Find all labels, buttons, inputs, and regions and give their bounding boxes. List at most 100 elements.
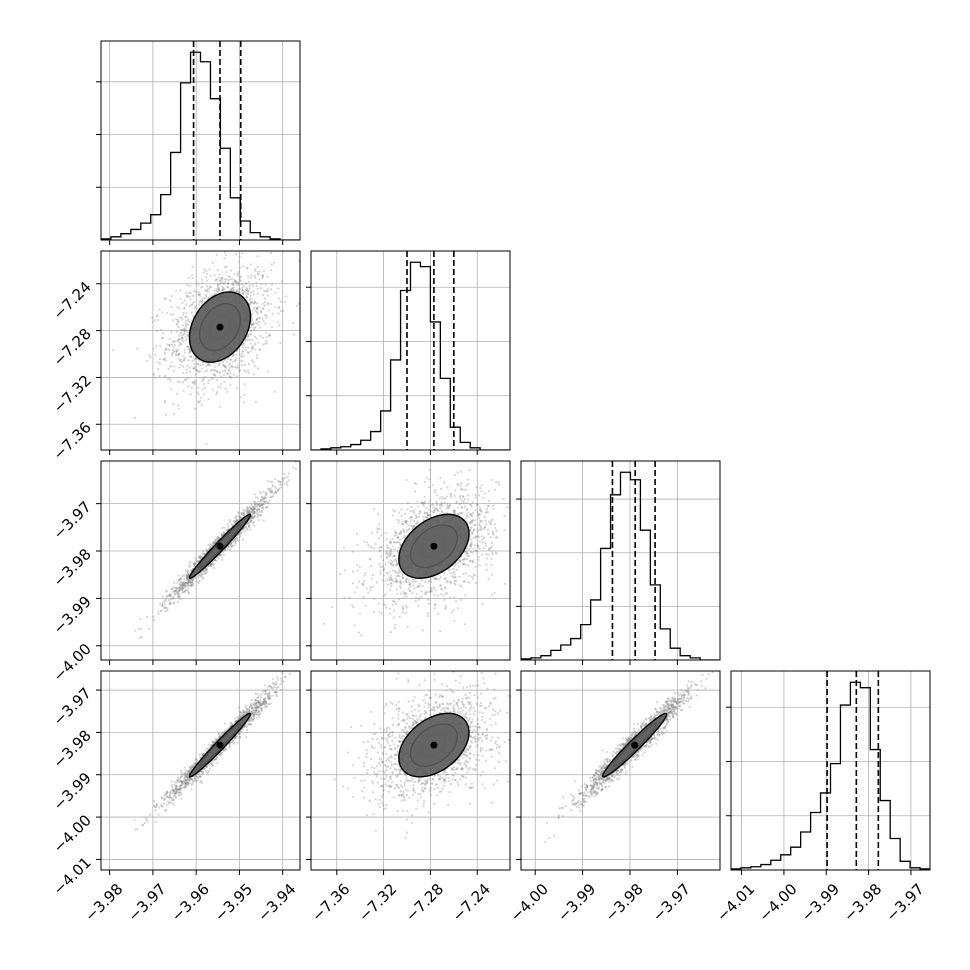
scatter-point bbox=[194, 557, 197, 560]
scatter-point bbox=[213, 559, 216, 562]
scatter-point bbox=[219, 554, 222, 557]
scatter-point bbox=[242, 510, 245, 514]
scatter-point bbox=[189, 292, 192, 295]
scatter-point bbox=[246, 289, 249, 293]
scatter-point bbox=[468, 574, 471, 578]
scatter-point bbox=[471, 521, 474, 524]
scatter-point bbox=[177, 595, 180, 598]
scatter-point bbox=[161, 595, 164, 598]
scatter-point bbox=[169, 313, 172, 316]
scatter-point bbox=[366, 541, 369, 544]
scatter-point bbox=[469, 522, 472, 525]
scatter-point bbox=[208, 364, 211, 367]
scatter-point bbox=[253, 512, 256, 515]
scatter-point bbox=[178, 788, 181, 791]
scatter-point bbox=[223, 369, 226, 372]
scatter-point bbox=[177, 574, 180, 577]
scatter-point bbox=[241, 513, 244, 516]
scatter-point bbox=[446, 486, 449, 489]
scatter-point bbox=[391, 579, 394, 582]
scatter-point bbox=[226, 390, 229, 393]
scatter-point bbox=[228, 288, 231, 292]
scatter-point bbox=[411, 516, 414, 519]
scatter-point bbox=[249, 329, 252, 332]
scatter-point bbox=[239, 275, 243, 278]
scatter-point bbox=[472, 547, 475, 550]
scatter-point bbox=[190, 765, 194, 768]
scatter-point bbox=[484, 526, 487, 529]
scatter-point bbox=[176, 581, 179, 584]
scatter-point bbox=[223, 365, 226, 368]
scatter-point bbox=[227, 286, 230, 289]
scatter-point bbox=[479, 520, 482, 523]
scatter-point bbox=[252, 508, 256, 511]
scatter-point bbox=[273, 492, 276, 495]
scatter-point bbox=[244, 526, 247, 529]
scatter-point bbox=[175, 349, 178, 352]
scatter-point bbox=[200, 575, 203, 578]
scatter-point bbox=[219, 553, 222, 556]
scatter-point bbox=[183, 330, 187, 333]
scatter-point bbox=[177, 404, 180, 407]
scatter-point bbox=[449, 493, 452, 496]
scatter-point bbox=[173, 593, 177, 596]
scatter-point bbox=[183, 306, 186, 309]
scatter-point bbox=[393, 555, 396, 558]
scatter-point bbox=[273, 390, 276, 393]
scatter-point bbox=[390, 552, 393, 555]
scatter-point bbox=[468, 581, 471, 584]
scatter-point bbox=[252, 500, 256, 504]
scatter-point bbox=[380, 534, 383, 537]
scatter-point bbox=[184, 316, 187, 319]
scatter-point bbox=[186, 377, 189, 380]
scatter-point bbox=[453, 619, 456, 623]
scatter-point bbox=[149, 356, 152, 359]
scatter-point bbox=[483, 536, 486, 540]
scatter-point bbox=[445, 507, 448, 510]
scatter-point bbox=[178, 341, 181, 344]
scatter-point bbox=[253, 524, 256, 527]
scatter-point bbox=[238, 535, 241, 539]
scatter-point bbox=[258, 508, 261, 511]
scatter-point bbox=[139, 627, 142, 631]
scatter-point bbox=[280, 486, 283, 489]
scatter-point bbox=[466, 552, 469, 555]
scatter-point bbox=[243, 401, 246, 404]
scatter-point bbox=[462, 495, 465, 498]
scatter-point bbox=[200, 396, 203, 399]
scatter-point bbox=[470, 543, 473, 546]
scatter-point bbox=[393, 600, 397, 604]
scatter-point bbox=[429, 578, 432, 581]
scatter-point bbox=[272, 681, 275, 685]
scatter-point bbox=[395, 564, 398, 567]
scatter-point bbox=[398, 546, 401, 549]
scatter-point bbox=[166, 343, 169, 346]
scatter-point bbox=[226, 282, 230, 285]
scatter-point bbox=[187, 580, 190, 583]
scatter-point bbox=[140, 635, 143, 639]
scatter-point bbox=[175, 322, 178, 325]
scatter-point bbox=[182, 313, 185, 317]
scatter-point bbox=[268, 703, 271, 706]
scatter-point bbox=[494, 523, 497, 526]
scatter-point bbox=[463, 580, 466, 583]
scatter-point bbox=[206, 272, 209, 275]
scatter-point bbox=[224, 251, 227, 254]
scatter-point bbox=[382, 603, 385, 606]
scatter-point bbox=[421, 629, 424, 632]
scatter-point bbox=[421, 501, 424, 504]
scatter-point bbox=[259, 503, 262, 506]
scatter-point bbox=[235, 290, 238, 293]
scatter-point bbox=[446, 504, 449, 508]
scatter-point bbox=[373, 547, 376, 550]
scatter-point bbox=[190, 584, 193, 588]
scatter-point bbox=[164, 351, 167, 354]
scatter-point bbox=[213, 558, 217, 562]
scatter-point bbox=[269, 491, 272, 494]
scatter-point bbox=[196, 386, 200, 390]
scatter-point bbox=[467, 478, 470, 481]
scatter-point bbox=[242, 292, 245, 295]
scatter-point bbox=[246, 289, 249, 292]
scatter-point bbox=[247, 280, 250, 283]
scatter-point bbox=[170, 365, 173, 368]
